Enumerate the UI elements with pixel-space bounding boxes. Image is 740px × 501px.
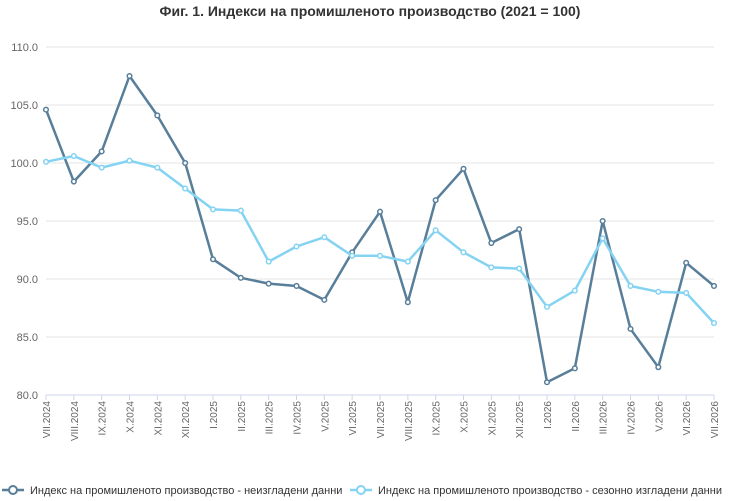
data-point[interactable] bbox=[432, 197, 439, 204]
data-point[interactable] bbox=[182, 185, 189, 192]
data-point[interactable] bbox=[42, 106, 50, 113]
legend-item-1[interactable]: Индекс на промишленото производство - не… bbox=[2, 485, 342, 497]
x-tick-label: XII.2024 bbox=[181, 401, 192, 439]
data-point[interactable] bbox=[126, 157, 133, 164]
data-point[interactable] bbox=[293, 282, 300, 290]
y-tick-label: 85.0 bbox=[17, 332, 38, 344]
data-point[interactable] bbox=[293, 243, 300, 250]
legend-marker bbox=[356, 485, 366, 495]
x-tick-label: III.2026 bbox=[599, 401, 610, 435]
data-point[interactable] bbox=[265, 280, 272, 287]
y-tick-label: 95.0 bbox=[17, 216, 38, 228]
data-point[interactable] bbox=[516, 265, 523, 272]
x-tick-label: I.2025 bbox=[209, 401, 220, 429]
data-point[interactable] bbox=[349, 252, 356, 259]
data-point[interactable] bbox=[70, 152, 77, 160]
x-tick-label: III.2025 bbox=[265, 401, 276, 435]
grid-lines bbox=[46, 46, 714, 338]
data-point[interactable] bbox=[571, 287, 578, 294]
data-point[interactable] bbox=[627, 325, 634, 332]
data-point[interactable] bbox=[710, 282, 718, 290]
x-tick-label: VI.2026 bbox=[682, 401, 693, 436]
data-point[interactable] bbox=[683, 289, 690, 296]
y-tick-label: 80.0 bbox=[17, 390, 38, 402]
x-tick-label: VI.2025 bbox=[348, 401, 359, 436]
x-tick-label: X.2025 bbox=[460, 401, 471, 433]
legend-marker bbox=[8, 485, 18, 495]
x-tick-label: XII.2025 bbox=[515, 401, 526, 439]
data-point[interactable] bbox=[543, 303, 551, 310]
series-1 bbox=[42, 72, 718, 386]
x-tick-label: V.2025 bbox=[320, 401, 331, 432]
series-line bbox=[44, 154, 716, 325]
x-tick-label: IX.2024 bbox=[98, 401, 109, 436]
data-point[interactable] bbox=[70, 178, 77, 185]
data-point[interactable] bbox=[488, 264, 495, 271]
data-point[interactable] bbox=[321, 296, 328, 303]
data-point[interactable] bbox=[655, 364, 662, 371]
data-point[interactable] bbox=[460, 165, 467, 172]
x-tick-label: VII.2025 bbox=[376, 401, 387, 439]
data-point[interactable] bbox=[683, 259, 690, 266]
x-tick-label: XI.2025 bbox=[487, 401, 498, 436]
x-tick-label: VIII.2025 bbox=[404, 401, 415, 441]
data-point[interactable] bbox=[432, 227, 439, 234]
data-point[interactable] bbox=[460, 249, 467, 256]
data-point[interactable] bbox=[627, 282, 634, 290]
data-point[interactable] bbox=[516, 226, 523, 233]
chart-title: Фиг. 1. Индекси на промишленото производ… bbox=[159, 3, 581, 19]
legend-item-2[interactable]: Индекс на промишленото производство - се… bbox=[350, 485, 722, 497]
x-tick-label: VIII.2024 bbox=[70, 401, 81, 441]
x-tick-label: XI.2024 bbox=[153, 401, 164, 436]
data-point[interactable] bbox=[126, 72, 133, 80]
data-point[interactable] bbox=[404, 258, 411, 265]
series-2 bbox=[42, 152, 718, 327]
legend-label: Индекс на промишленото производство - не… bbox=[30, 485, 342, 497]
x-tick-label: IV.2026 bbox=[627, 401, 638, 435]
x-tick-label: II.2026 bbox=[571, 401, 582, 432]
x-tick-label: IV.2025 bbox=[293, 401, 304, 435]
data-point[interactable] bbox=[376, 208, 384, 215]
series-lines bbox=[42, 72, 718, 386]
x-tick-label: II.2025 bbox=[237, 401, 248, 432]
y-tick-label: 110.0 bbox=[11, 42, 38, 54]
data-point[interactable] bbox=[98, 148, 105, 155]
data-point[interactable] bbox=[237, 274, 244, 281]
data-point[interactable] bbox=[209, 206, 217, 213]
series-line bbox=[44, 74, 716, 384]
data-point[interactable] bbox=[543, 379, 551, 386]
y-axis: 80.0 85.0 90.0 95.0 100.0 105.0 110.0 bbox=[10, 42, 38, 402]
x-tick-label: VII.2024 bbox=[42, 401, 53, 439]
data-point[interactable] bbox=[42, 158, 50, 165]
data-point[interactable] bbox=[182, 159, 189, 167]
data-point[interactable] bbox=[154, 164, 161, 171]
data-point[interactable] bbox=[376, 252, 384, 259]
data-point[interactable] bbox=[265, 258, 272, 265]
x-axis: VII.2024 VIII.2024 IX.2024 X.2024 XI.2024 XII… bbox=[42, 394, 721, 441]
data-point[interactable] bbox=[488, 239, 495, 247]
x-tick-label: X.2024 bbox=[126, 401, 137, 433]
data-point[interactable] bbox=[655, 288, 662, 295]
data-point[interactable] bbox=[321, 234, 328, 241]
data-point[interactable] bbox=[404, 299, 411, 306]
x-tick-label: V.2026 bbox=[654, 401, 665, 432]
data-point[interactable] bbox=[237, 207, 244, 214]
data-point[interactable] bbox=[599, 235, 606, 242]
x-tick-label: IX.2025 bbox=[432, 401, 443, 436]
data-point[interactable] bbox=[599, 217, 606, 225]
data-point[interactable] bbox=[209, 256, 217, 263]
y-tick-label: 100.0 bbox=[10, 158, 38, 170]
legend: Индекс на промишленото производство - не… bbox=[2, 485, 722, 497]
data-point[interactable] bbox=[710, 320, 718, 327]
y-tick-label: 105.0 bbox=[10, 100, 38, 112]
y-tick-label: 90.0 bbox=[17, 274, 38, 286]
x-tick-label: VII.2026 bbox=[710, 401, 721, 439]
data-point[interactable] bbox=[571, 365, 578, 372]
data-point[interactable] bbox=[98, 164, 105, 171]
legend-label: Индекс на промишленото производство - се… bbox=[378, 485, 722, 497]
data-point[interactable] bbox=[154, 112, 161, 119]
x-tick-label: I.2026 bbox=[543, 401, 554, 429]
